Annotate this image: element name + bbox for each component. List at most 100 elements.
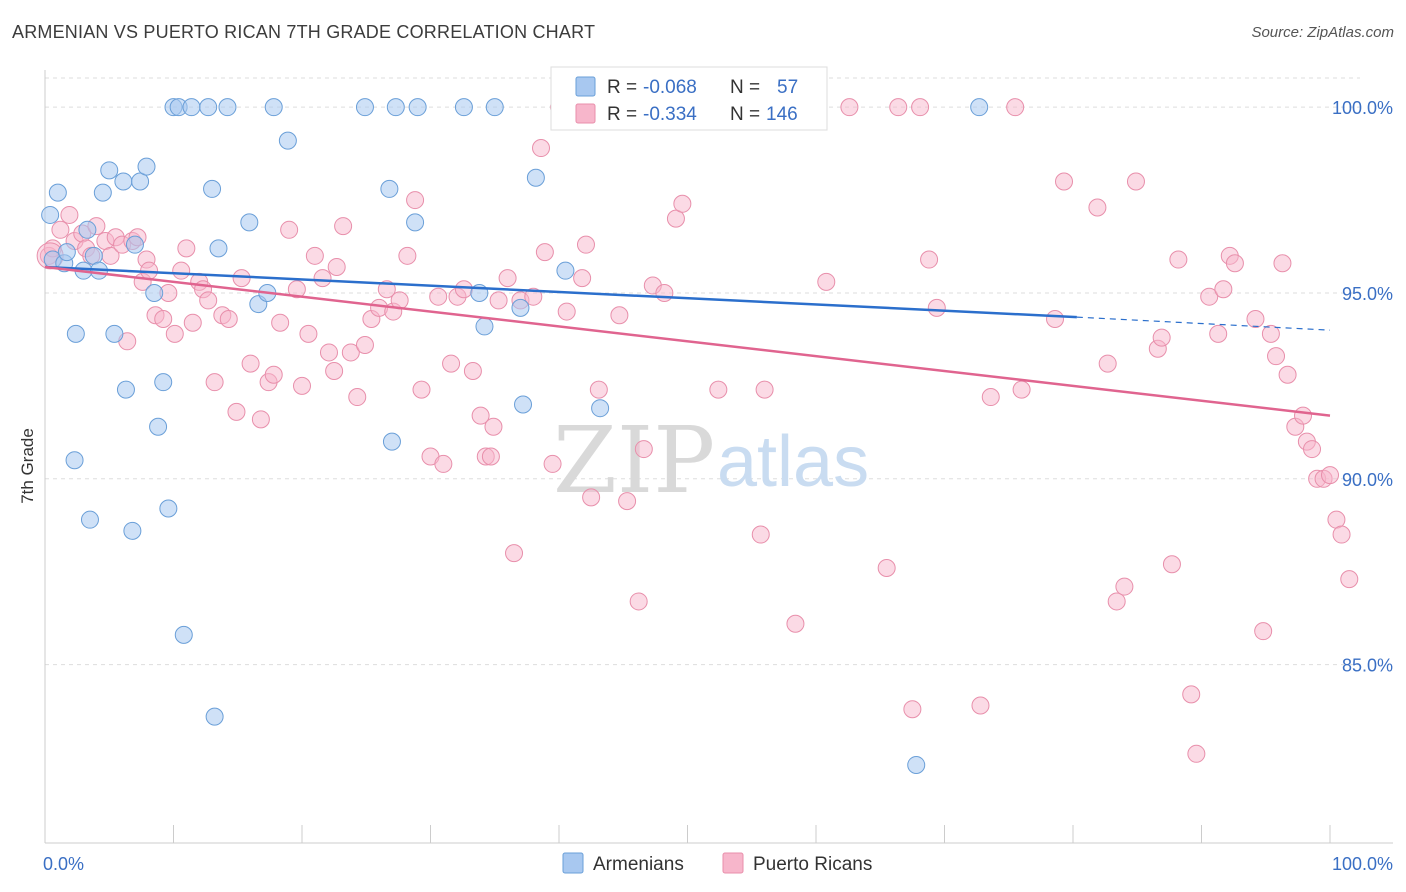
legend-puerto-ricans-swatch [722, 852, 744, 874]
puerto-rican-point [971, 696, 990, 715]
puerto-rican-point [172, 261, 191, 280]
puerto-rican-point [319, 343, 338, 362]
puerto-rican-point [463, 362, 482, 381]
puerto-rican-point [334, 217, 353, 236]
puerto-rican-point [325, 362, 344, 381]
puerto-rican-point [1340, 570, 1359, 589]
armenian-point [137, 157, 156, 176]
puerto-rican-point [327, 257, 346, 276]
armenian-point [199, 98, 218, 117]
chart-title: ARMENIAN VS PUERTO RICAN 7TH GRADE CORRE… [12, 22, 596, 42]
armenian-point [149, 417, 168, 436]
puerto-rican-point [429, 287, 448, 306]
puerto-rican-point [1126, 172, 1145, 191]
puerto-rican-point [1187, 744, 1206, 763]
legend-armenians-label: Armenians [593, 854, 684, 875]
puerto-rican-point [434, 454, 453, 473]
puerto-rican-point [920, 250, 939, 269]
puerto-rican-point [927, 298, 946, 317]
puerto-rican-point [1294, 406, 1313, 425]
puerto-rican-point [1261, 324, 1280, 343]
puerto-rican-point [1006, 98, 1025, 117]
puerto-rican-point [1046, 309, 1065, 328]
armenian-r-value: -0.068 [643, 77, 697, 98]
stats-legend: R = -0.068 N = 57 R = -0.334 N = 146 [550, 66, 828, 131]
puerto-rican-point [227, 402, 246, 421]
armenian-point [205, 707, 224, 726]
puerto-rican-point [1115, 577, 1134, 596]
puerto-n-value: 146 [766, 104, 798, 125]
armenian-point [240, 213, 259, 232]
puerto-rican-point [299, 324, 318, 343]
puerto-rican-point [177, 239, 196, 258]
armenian-point [907, 755, 926, 774]
armenian-r-label: R = [607, 77, 637, 98]
puerto-rican-point [673, 194, 692, 213]
armenian-n-label: N = [730, 77, 760, 98]
armenian-point [131, 172, 150, 191]
puerto-rican-point [1200, 287, 1219, 306]
puerto-rican-point [786, 614, 805, 633]
armenian-point [100, 161, 119, 180]
puerto-rican-point [1152, 328, 1171, 347]
armenian-point [380, 179, 399, 198]
puerto-rican-point [313, 269, 332, 288]
y-tick-label: 100.0% [1332, 98, 1393, 118]
armenian-point [125, 235, 144, 254]
puerto-rican-point [618, 492, 637, 511]
armenian-point [105, 324, 124, 343]
legend-armenians-swatch [562, 852, 584, 874]
puerto-rican-point [751, 525, 770, 544]
armenian-point [591, 399, 610, 418]
armenian-point [174, 625, 193, 644]
y-tick-label: 90.0% [1342, 470, 1393, 490]
puerto-rican-point [532, 139, 551, 158]
puerto-rican-point [60, 205, 79, 224]
armenian-trend-line [44, 265, 1077, 319]
armenian-point [278, 131, 297, 150]
x-tick-label: 0.0% [43, 854, 84, 874]
puerto-swatch [575, 103, 596, 124]
puerto-rican-point [817, 272, 836, 291]
puerto-rican-point [1182, 685, 1201, 704]
puerto-rican-point [1214, 280, 1233, 299]
puerto-rican-point [398, 246, 417, 265]
puerto-rican-point [655, 283, 674, 302]
puerto-rican-point [573, 269, 592, 288]
puerto-r-value: -0.334 [643, 104, 697, 125]
puerto-rican-point [589, 380, 608, 399]
puerto-rican-point [840, 98, 859, 117]
puerto-rican-point [911, 98, 930, 117]
stats-legend-box [550, 66, 828, 131]
puerto-rican-point [709, 380, 728, 399]
armenian-point [526, 168, 545, 187]
puerto-rican-point [1088, 198, 1107, 217]
puerto-rican-point [582, 488, 601, 507]
armenian-point [382, 432, 401, 451]
axes: 85.0% 90.0% 95.0% 100.0% 0.0% 100.0% [43, 70, 1393, 874]
puerto-rican-point [1055, 172, 1074, 191]
armenian-n-value: 57 [777, 77, 798, 98]
puerto-rican-point [1254, 622, 1273, 641]
armenian-point [145, 283, 164, 302]
puerto-rican-point [1321, 466, 1339, 485]
armenian-point [970, 98, 989, 117]
armenian-point [264, 98, 283, 117]
armenian-point [78, 220, 97, 239]
gridlines [45, 77, 1360, 666]
armenian-point [159, 499, 178, 518]
puerto-rican-point [305, 246, 324, 265]
source-credit: Source: ZipAtlas.com [1251, 24, 1394, 41]
puerto-rican-point [412, 380, 431, 399]
puerto-rican-point [406, 191, 425, 210]
puerto-rican-point [280, 220, 299, 239]
puerto-rican-point [1012, 380, 1031, 399]
puerto-rican-point [348, 388, 367, 407]
puerto-rican-point [293, 376, 311, 395]
legend-puerto-ricans-label: Puerto Ricans [753, 854, 872, 875]
armenian-point [41, 205, 60, 224]
puerto-rican-points [36, 98, 1359, 763]
puerto-rican-point [498, 269, 517, 288]
puerto-rican-point [1267, 347, 1286, 366]
puerto-rican-point [489, 291, 508, 310]
